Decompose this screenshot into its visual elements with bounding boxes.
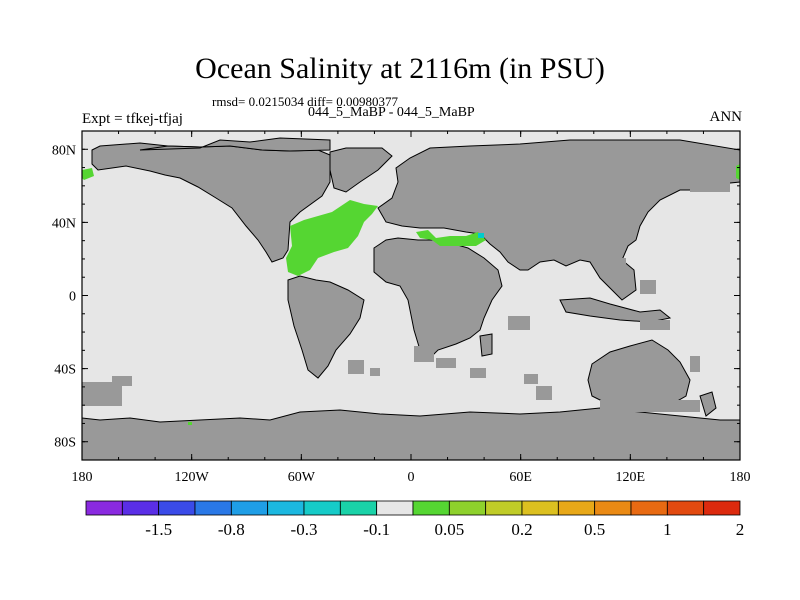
colorbar-swatch <box>121 500 160 516</box>
plot-title: Ocean Salinity at 2116m (in PSU) <box>195 52 605 85</box>
colorbar-swatch <box>448 500 487 516</box>
colorbar-swatch <box>594 500 632 516</box>
colorbar-labels: -1.5 -0.8 -0.3 -0.1 0.05 0.2 0.5 1 2 <box>145 520 744 539</box>
colorbar-swatch <box>158 500 196 516</box>
colorbar-swatch <box>85 500 123 516</box>
lat-tick-label: 0 <box>69 290 76 305</box>
land-south-america <box>287 275 365 379</box>
colorbar <box>85 500 741 516</box>
colorbar-swatch <box>412 500 450 516</box>
colorbar-label: -0.3 <box>291 520 318 539</box>
colorbar-swatch <box>376 500 414 516</box>
colorbar-label: -1.5 <box>145 520 172 539</box>
lon-tick-label: 120W <box>175 470 210 485</box>
land-madagascar <box>479 333 493 357</box>
anomaly-patches <box>82 164 740 425</box>
land-maritime-continent <box>559 297 672 323</box>
colorbar-label: 2 <box>736 520 745 539</box>
colorbar-swatch <box>703 500 741 516</box>
colorbar-swatch <box>557 500 596 516</box>
colorbar-label: 1 <box>663 520 672 539</box>
lon-tick-label: 180 <box>730 470 751 485</box>
land-antarctica <box>81 407 741 461</box>
colorbar-swatch <box>194 500 232 516</box>
land-australia <box>587 339 691 405</box>
colorbar-label: -0.8 <box>218 520 245 539</box>
stats-text: rmsd= 0.0215034 diff= 0.00980377 <box>212 94 398 109</box>
lon-tick-label: 60W <box>288 470 316 485</box>
anomaly-cyan-spot <box>478 233 484 238</box>
land-new-zealand <box>699 391 717 417</box>
colorbar-swatch <box>267 500 305 516</box>
experiment-label: Expt = tfkej-tfjaj <box>82 111 183 127</box>
colorbar-swatch <box>485 500 523 516</box>
colorbar-label: -0.1 <box>363 520 390 539</box>
lat-tick-label: 80N <box>52 143 76 158</box>
colorbar-label: 0.05 <box>434 520 464 539</box>
anomaly-mediterranean <box>416 230 486 246</box>
lon-tick-label: 120E <box>616 470 646 485</box>
lat-tick-label: 40N <box>52 216 76 231</box>
anomaly-north-atlantic <box>286 200 378 276</box>
colorbar-label: 0.5 <box>584 520 605 539</box>
land-arctic-islands <box>139 137 331 152</box>
season-label: ANN <box>709 109 743 125</box>
anomaly-arctic-west <box>82 168 94 180</box>
colorbar-swatch <box>230 500 269 516</box>
colorbar-swatch <box>339 500 378 516</box>
land-greenland <box>329 147 393 193</box>
colorbar-swatch <box>303 500 341 516</box>
longitude-axis: 180 120W 60W 0 60E 120E 180 <box>72 131 751 485</box>
colorbar-swatch <box>630 500 668 516</box>
lat-tick-label: 80S <box>54 436 76 451</box>
colorbar-swatch <box>521 500 559 516</box>
colorbar-swatch <box>666 500 705 516</box>
colorbar-label: 0.2 <box>511 520 532 539</box>
anomaly-southern-ocean-spot <box>188 422 192 425</box>
land-masses <box>81 137 741 461</box>
land-eurasia <box>377 139 741 301</box>
latitude-axis: 80N 40N 0 40S 80S <box>52 130 740 461</box>
plot-subtitle: 044_5_MaBP - 044_5_MaBP <box>308 105 475 120</box>
masked-cells <box>82 180 730 412</box>
lon-tick-label: 0 <box>408 470 415 485</box>
lon-tick-label: 60E <box>509 470 532 485</box>
lon-tick-label: 180 <box>72 470 93 485</box>
lat-tick-label: 40S <box>54 363 76 378</box>
